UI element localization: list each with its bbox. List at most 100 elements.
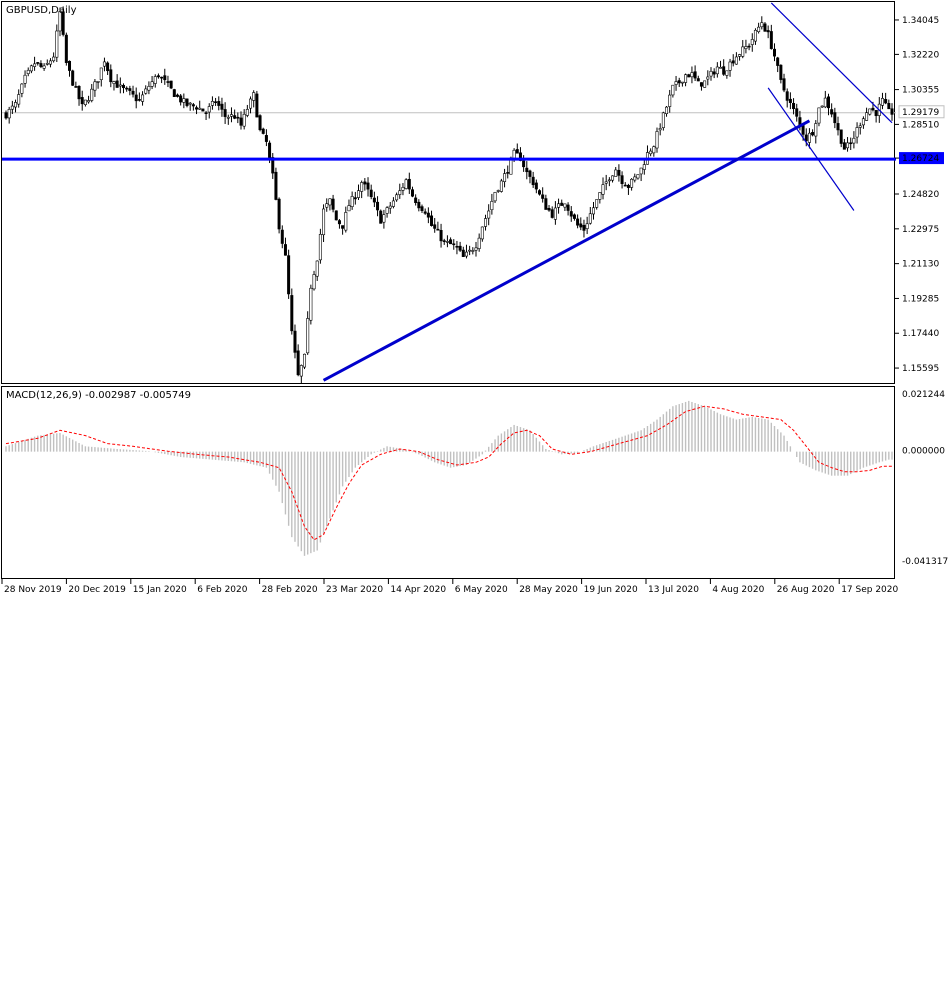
candle bbox=[591, 201, 595, 220]
candle bbox=[420, 204, 424, 213]
candle-body bbox=[585, 223, 589, 229]
candle-body bbox=[391, 200, 395, 207]
candle bbox=[4, 110, 8, 120]
candle bbox=[198, 100, 202, 110]
candle-body bbox=[769, 31, 773, 49]
candle-body bbox=[649, 150, 653, 155]
candle bbox=[690, 66, 694, 84]
candle-body bbox=[204, 112, 208, 114]
candle-body bbox=[515, 149, 519, 154]
candle-body bbox=[715, 66, 719, 75]
candle bbox=[484, 214, 488, 231]
candle bbox=[245, 104, 249, 118]
macd-chart-svg[interactable] bbox=[2, 387, 950, 987]
candle bbox=[169, 80, 173, 90]
candle bbox=[128, 85, 132, 96]
candle bbox=[398, 183, 402, 199]
candle-body bbox=[477, 237, 481, 249]
candle-body bbox=[61, 11, 65, 35]
candle bbox=[325, 198, 329, 212]
candle-body bbox=[449, 239, 453, 245]
candle bbox=[39, 60, 43, 69]
candle bbox=[753, 28, 757, 45]
candle-body bbox=[163, 75, 167, 81]
candle bbox=[207, 103, 211, 119]
candle bbox=[379, 209, 383, 224]
candle-body bbox=[141, 94, 145, 102]
candle-body bbox=[598, 192, 602, 200]
candle bbox=[480, 226, 484, 242]
candle bbox=[842, 138, 846, 150]
candle bbox=[195, 105, 199, 115]
candle-body bbox=[71, 70, 75, 86]
candle-body bbox=[102, 61, 106, 67]
candle bbox=[125, 86, 129, 92]
candle bbox=[722, 59, 726, 76]
candle bbox=[226, 114, 230, 125]
candle-body bbox=[90, 88, 94, 101]
candle-body bbox=[426, 212, 430, 218]
candle-body bbox=[703, 80, 707, 88]
candle bbox=[337, 219, 341, 229]
candle bbox=[779, 64, 783, 84]
candle-body bbox=[303, 353, 307, 368]
candle-body bbox=[341, 225, 345, 229]
candle bbox=[588, 206, 592, 225]
candle-body bbox=[452, 243, 456, 246]
candle-body bbox=[626, 184, 630, 188]
candle bbox=[144, 85, 148, 95]
candle bbox=[471, 247, 475, 255]
candle-body bbox=[220, 103, 224, 110]
candle bbox=[849, 137, 853, 151]
candle bbox=[33, 56, 37, 71]
candle bbox=[356, 184, 360, 200]
macd-indicator-pane[interactable]: MACD(12,26,9) -0.002987 -0.005749 bbox=[1, 386, 895, 579]
candle bbox=[693, 65, 697, 81]
candle bbox=[10, 100, 14, 115]
date-axis-label: 6 Feb 2020 bbox=[197, 585, 248, 595]
candle-body bbox=[671, 84, 675, 96]
candle bbox=[36, 61, 40, 66]
candle bbox=[687, 73, 691, 78]
candle-body bbox=[731, 60, 735, 64]
candle-body bbox=[680, 81, 684, 84]
candle-body bbox=[687, 74, 691, 78]
candle-body bbox=[26, 69, 30, 74]
candle bbox=[436, 221, 440, 231]
candle-body bbox=[372, 197, 376, 203]
candle-body bbox=[823, 97, 827, 108]
candle bbox=[490, 193, 494, 215]
candle-body bbox=[474, 247, 478, 251]
candle bbox=[141, 91, 145, 106]
candle bbox=[493, 191, 497, 204]
candle-body bbox=[471, 250, 475, 252]
candle bbox=[182, 93, 186, 109]
macd-title: MACD(12,26,9) -0.002987 -0.005749 bbox=[6, 390, 191, 401]
candle bbox=[118, 77, 122, 94]
candle-body bbox=[804, 134, 808, 142]
candle-body bbox=[753, 29, 757, 42]
price-axis-label: 1.32220 bbox=[902, 50, 939, 60]
candle bbox=[642, 159, 646, 175]
candle-body bbox=[849, 142, 853, 145]
candle bbox=[665, 105, 669, 117]
price-chart-pane[interactable]: GBPUSD,Daily bbox=[1, 1, 896, 384]
candle-body bbox=[588, 213, 592, 224]
candle bbox=[318, 228, 322, 264]
candle bbox=[836, 116, 840, 136]
candle-body bbox=[658, 128, 662, 131]
price-chart-svg[interactable] bbox=[2, 2, 950, 602]
candle-body bbox=[274, 171, 278, 200]
candle-body bbox=[547, 208, 551, 211]
candle bbox=[674, 75, 678, 91]
candle bbox=[191, 102, 195, 111]
candle-body bbox=[283, 244, 287, 256]
candle-body bbox=[550, 209, 554, 218]
candle bbox=[353, 191, 357, 205]
candle-body bbox=[423, 211, 427, 214]
candle bbox=[372, 191, 376, 208]
candle bbox=[614, 167, 618, 177]
candle-body bbox=[601, 184, 605, 195]
candle bbox=[671, 84, 675, 98]
candle-body bbox=[312, 274, 316, 290]
